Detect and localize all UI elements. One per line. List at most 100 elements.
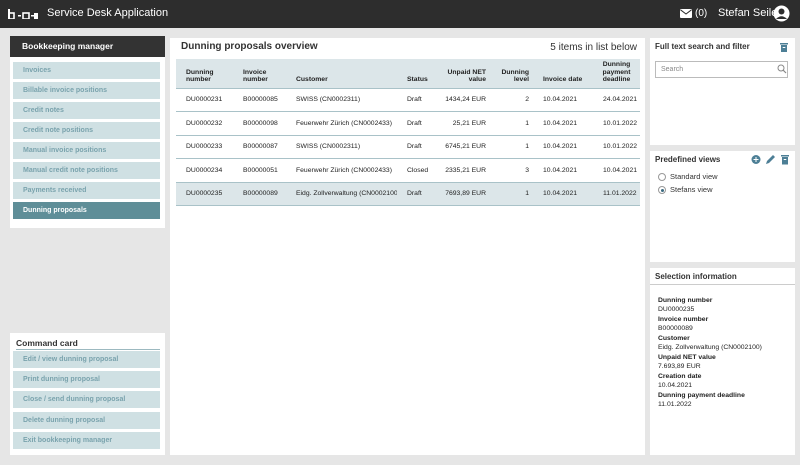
command-button[interactable]: Exit bookkeeping manager — [13, 431, 160, 449]
table-cell: 10.04.2021 — [533, 111, 593, 136]
table-cell: B00000098 — [233, 111, 286, 136]
user-name[interactable]: Stefan Seiler — [718, 7, 781, 19]
table-cell: DU0000235 — [176, 182, 233, 206]
table-cell: 10.04.2021 — [533, 135, 593, 159]
table-cell: 10.01.2022 — [593, 135, 640, 159]
field-value: 7.693,89 EUR — [658, 363, 701, 370]
table-cell: Draft — [397, 111, 434, 136]
nav-title: Bookkeeping manager — [10, 36, 165, 57]
command-button[interactable]: Print dunning proposal — [13, 371, 160, 389]
nav-item[interactable]: Manual credit note positions — [13, 162, 160, 179]
command-button[interactable]: Edit / view dunning proposal — [13, 351, 160, 368]
column-header[interactable]: Status — [397, 59, 434, 89]
column-header[interactable]: Dunning level — [490, 59, 533, 89]
column-header[interactable]: Dunning number — [176, 59, 233, 89]
table-cell: 11.01.2022 — [593, 182, 640, 206]
nav-item[interactable]: Credit notes — [13, 102, 160, 119]
search-input[interactable]: Search — [655, 61, 788, 78]
column-header[interactable]: Customer — [286, 59, 397, 89]
table-cell: 1 — [490, 182, 533, 206]
table-cell: 10.01.2022 — [593, 111, 640, 136]
field-label: Invoice number — [658, 316, 709, 323]
view-actions — [751, 155, 789, 165]
nav-item[interactable]: Invoices — [13, 62, 160, 79]
table-body: DU0000231 B00000085 SWISS (CN0002311) Draft… — [176, 88, 640, 206]
selection-panel: Selection information Dunning number DU00… — [650, 268, 795, 455]
table-cell: 10.04.2021 — [533, 158, 593, 183]
data-table: Dunning number Invoice number Customer Stat… — [176, 59, 640, 206]
edit-view-icon[interactable] — [766, 155, 775, 164]
search-title: Full text search and filter — [655, 42, 750, 51]
field-value: 11.01.2022 — [658, 401, 692, 408]
views-panel: Predefined views Standard view Stefans vi… — [650, 151, 795, 262]
table-cell: B00000087 — [233, 135, 286, 159]
table-cell: 6745,21 EUR — [434, 135, 490, 159]
table-cell: 1 — [490, 135, 533, 159]
nav-panel: Bookkeeping manager Invoices Billable inv… — [10, 36, 165, 228]
table-cell: B00000051 — [233, 158, 286, 183]
main-panel: Dunning proposals overview 5 items in li… — [170, 38, 645, 455]
column-header[interactable]: Dunning payment deadline — [593, 59, 640, 89]
logo — [8, 9, 38, 19]
table-cell: Draft — [397, 182, 434, 206]
table-cell: DU0000231 — [176, 88, 233, 112]
clear-filter-icon[interactable] — [780, 42, 788, 52]
column-header[interactable]: Unpaid NET value — [434, 59, 490, 89]
table-cell: 1434,24 EUR — [434, 88, 490, 112]
command-button[interactable]: Delete dunning proposal — [13, 411, 160, 429]
add-view-icon[interactable] — [751, 155, 761, 164]
selection-fields: Dunning number DU0000235 Invoice number B00… — [658, 294, 793, 409]
delete-view-icon[interactable] — [781, 155, 789, 165]
table-cell: Feuerwehr Zürich (CN0002433) — [286, 111, 397, 136]
field-value: Eidg. Zollverwaltung (CN0002100) — [658, 344, 762, 351]
table-cell: 24.04.2021 — [593, 88, 640, 112]
nav-item[interactable]: Payments received — [13, 182, 160, 199]
table-cell: B00000089 — [233, 182, 286, 206]
table-row[interactable]: DU0000232 B00000098 Feuerwehr Zürich (CN00… — [176, 111, 640, 136]
table-cell: 10.04.2021 — [593, 158, 640, 183]
mail-count[interactable]: (0) — [695, 8, 708, 19]
table-cell: 2 — [490, 88, 533, 112]
divider — [16, 349, 160, 350]
field-value: B00000089 — [658, 325, 693, 332]
table-row[interactable]: DU0000231 B00000085 SWISS (CN0002311) Draft… — [176, 88, 640, 112]
table-cell: 10.04.2021 — [533, 88, 593, 112]
main-title: Dunning proposals overview — [181, 41, 318, 52]
nav-item[interactable]: Credit note positions — [13, 122, 160, 139]
selection-title: Selection information — [655, 272, 737, 281]
user-icon[interactable] — [773, 5, 790, 22]
nav-item[interactable]: Manual invoice positions — [13, 142, 160, 159]
table-cell: 2335,21 EUR — [434, 158, 490, 183]
command-button[interactable]: Close / send dunning proposal — [13, 391, 160, 409]
field-label: Unpaid NET value — [658, 354, 716, 361]
nav-item[interactable]: Dunning proposals — [13, 202, 160, 219]
column-header[interactable]: Invoice number — [233, 59, 286, 89]
table-cell: Draft — [397, 88, 434, 112]
divider — [650, 284, 795, 285]
mail-icon[interactable] — [680, 9, 692, 19]
command-card: Command card Edit / view dunning proposa… — [10, 333, 165, 455]
view-option[interactable]: Standard view — [670, 172, 718, 181]
table-cell: 3 — [490, 158, 533, 183]
top-bar: Service Desk Application (0) Stefan Seil… — [0, 0, 800, 28]
table-cell: Eidg. Zollverwaltung (CN0002100) — [286, 182, 397, 206]
table-cell: 25,21 EUR — [434, 111, 490, 136]
table-row[interactable]: DU0000235 B00000089 Eidg. Zollverwaltung (… — [176, 182, 640, 206]
nav-item[interactable]: Billable invoice positions — [13, 82, 160, 99]
radio-button[interactable] — [658, 186, 666, 194]
item-count: 5 items in list below — [550, 42, 637, 53]
table-row[interactable]: DU0000233 B00000087 SWISS (CN0002311) Draft… — [176, 135, 640, 159]
field-label: Dunning payment deadline — [658, 392, 745, 399]
field-value: 10.04.2021 — [658, 382, 693, 389]
command-card-title: Command card — [16, 338, 78, 348]
table-cell: DU0000234 — [176, 158, 233, 183]
view-option[interactable]: Stefans view — [670, 185, 713, 194]
table-cell: 7693,89 EUR — [434, 182, 490, 206]
table-row[interactable]: DU0000234 B00000051 Feuerwehr Zürich (CN00… — [176, 158, 640, 183]
radio-button[interactable] — [658, 173, 666, 181]
column-header[interactable]: Invoice date — [533, 59, 593, 89]
search-icon[interactable] — [777, 64, 787, 74]
table-cell: SWISS (CN0002311) — [286, 135, 397, 159]
field-value: DU0000235 — [658, 306, 695, 313]
